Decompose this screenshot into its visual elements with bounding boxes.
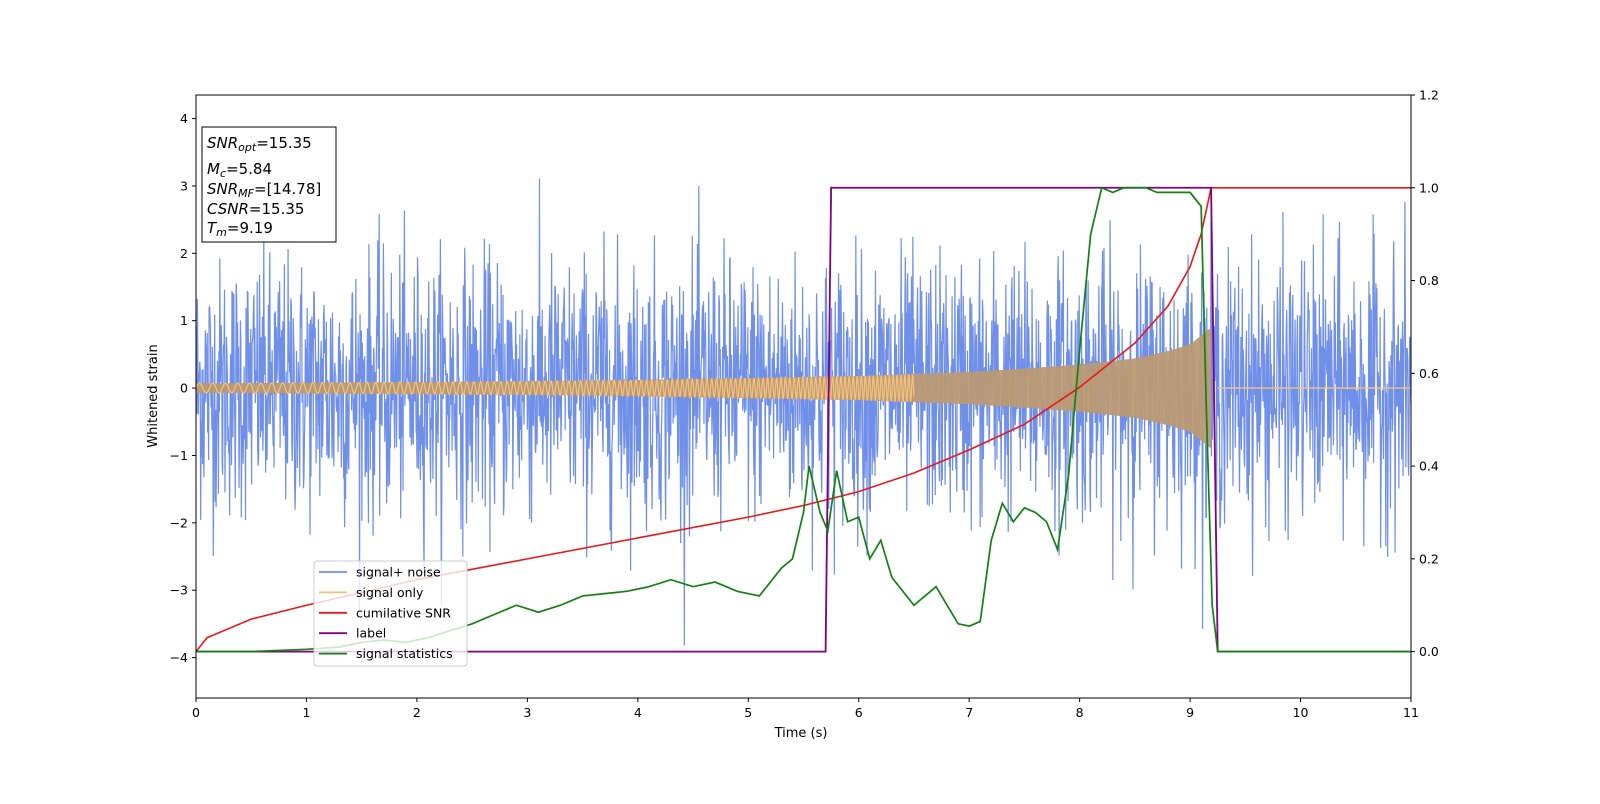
x-tick-label: 11 <box>1403 705 1419 720</box>
y-right-tick-label: 0.0 <box>1419 644 1439 659</box>
y-left-tick-label: 0 <box>180 381 188 396</box>
x-tick-label: 7 <box>965 705 973 720</box>
y-right-tick-label: 1.2 <box>1419 88 1439 103</box>
x-tick-label: 3 <box>523 705 531 720</box>
y-right-tick-label: 0.4 <box>1419 459 1439 474</box>
legend-label: signal only <box>356 585 424 600</box>
x-axis-label: Time (s) <box>774 726 828 741</box>
y-axis-right: 1.2 1.0 0.8 0.6 0.4 0.2 0.0 <box>1411 88 1439 659</box>
y-right-tick-label: 0.6 <box>1419 366 1439 381</box>
x-tick-label: 4 <box>634 705 642 720</box>
y-left-tick-label: 1 <box>180 313 188 328</box>
x-axis: 0 1 2 3 4 5 6 7 8 9 10 11 <box>192 698 1419 720</box>
legend-label: cumilative SNR <box>356 605 451 620</box>
y-right-tick-label: 0.8 <box>1419 273 1439 288</box>
annotation-box: SNRopt=15.35 Mc=5.84SNRMF=[14.78]CSNR=15.… <box>201 126 337 243</box>
x-tick-label: 6 <box>855 705 863 720</box>
annotation-line: SNRopt=15.35 <box>207 134 312 154</box>
y-left-tick-label: −3 <box>170 583 188 598</box>
y-axis-left: 4 3 2 1 0 −1 −2 −3 −4 <box>170 111 196 665</box>
x-tick-label: 0 <box>192 705 200 720</box>
x-tick-label: 8 <box>1076 705 1084 720</box>
axes-frame <box>195 94 1412 699</box>
x-tick-label: 9 <box>1186 705 1194 720</box>
annotation-line: SNRMF=[14.78] <box>207 180 321 200</box>
y-axis-label: Whitened strain <box>146 344 161 447</box>
legend-label: signal+ noise <box>356 565 441 580</box>
x-tick-label: 10 <box>1293 705 1309 720</box>
y-left-tick-label: −4 <box>170 650 188 665</box>
signal-statistics-line <box>196 186 1411 653</box>
y-left-tick-label: 4 <box>180 111 188 126</box>
legend: signal+ noise signal only cumilative SNR la… <box>313 560 468 667</box>
legend-frame <box>313 560 468 667</box>
y-left-tick-label: −1 <box>170 448 188 463</box>
y-left-tick-label: −2 <box>170 515 188 530</box>
annotation-frame <box>201 126 337 243</box>
signal-only-line <box>196 373 915 404</box>
y-left-tick-label: 3 <box>180 178 188 193</box>
y-right-tick-label: 0.2 <box>1419 551 1439 566</box>
annotation-line: Tm=9.19 <box>207 219 273 239</box>
annotation-line: Mc=5.84 <box>207 160 272 180</box>
annotation-line: CSNR=15.35 <box>207 200 304 218</box>
x-tick-label: 1 <box>302 705 310 720</box>
x-tick-label: 2 <box>413 705 421 720</box>
y-right-tick-label: 1.0 <box>1419 180 1439 195</box>
legend-label: signal statistics <box>356 646 453 661</box>
x-tick-label: 5 <box>744 705 752 720</box>
y-left-tick-label: 2 <box>180 246 188 261</box>
legend-label: label <box>356 626 386 641</box>
